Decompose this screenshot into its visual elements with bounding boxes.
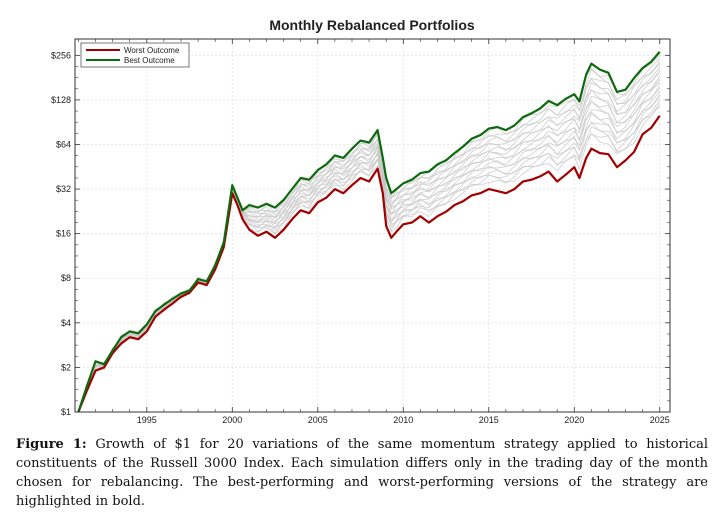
x-tick-label: 2020 — [564, 415, 584, 425]
y-tick-label: $4 — [61, 318, 71, 328]
y-tick-label: $128 — [51, 95, 71, 105]
y-tick-label: $1 — [61, 407, 71, 417]
legend-box — [80, 42, 190, 68]
caption-label: Figure 1: — [16, 437, 87, 452]
figure-caption: Figure 1: Growth of $1 for 20 variations… — [16, 435, 708, 511]
x-tick-label: 2025 — [650, 415, 670, 425]
y-tick-label: $256 — [51, 50, 71, 60]
worst-outcome-line — [77, 115, 661, 413]
best-outcome-line — [77, 51, 661, 413]
legend-label-best: Best Outcome — [124, 56, 175, 65]
y-tick-label: $8 — [61, 273, 71, 283]
y-tick-label: $32 — [56, 184, 71, 194]
x-tick-label: 2010 — [393, 415, 413, 425]
axis-ticks: $1 $2 $4 $8 $16 $32 $64 $128 $256 1995 2000 2005 201… — [51, 39, 670, 425]
legend-label-worst: Worst Outcome — [124, 46, 180, 55]
x-tick-label: 1995 — [137, 415, 157, 425]
x-tick-label: 2005 — [308, 415, 328, 425]
x-tick-label: 2015 — [479, 415, 499, 425]
highlight-lines — [77, 51, 661, 413]
caption-text: Growth of $1 for 20 variations of the sa… — [16, 437, 709, 509]
momentum-chart: Monthly Rebalanced Portfolios $1$2$4$8$1… — [51, 17, 671, 425]
x-tick-label: 2000 — [222, 415, 242, 425]
legend: Worst Outcome Best Outcome — [80, 42, 190, 68]
y-tick-label: $64 — [56, 139, 71, 149]
plot-frame — [74, 38, 671, 413]
chart-title: Monthly Rebalanced Portfolios — [269, 17, 475, 33]
y-tick-label: $2 — [61, 362, 71, 372]
y-tick-label: $16 — [56, 229, 71, 239]
